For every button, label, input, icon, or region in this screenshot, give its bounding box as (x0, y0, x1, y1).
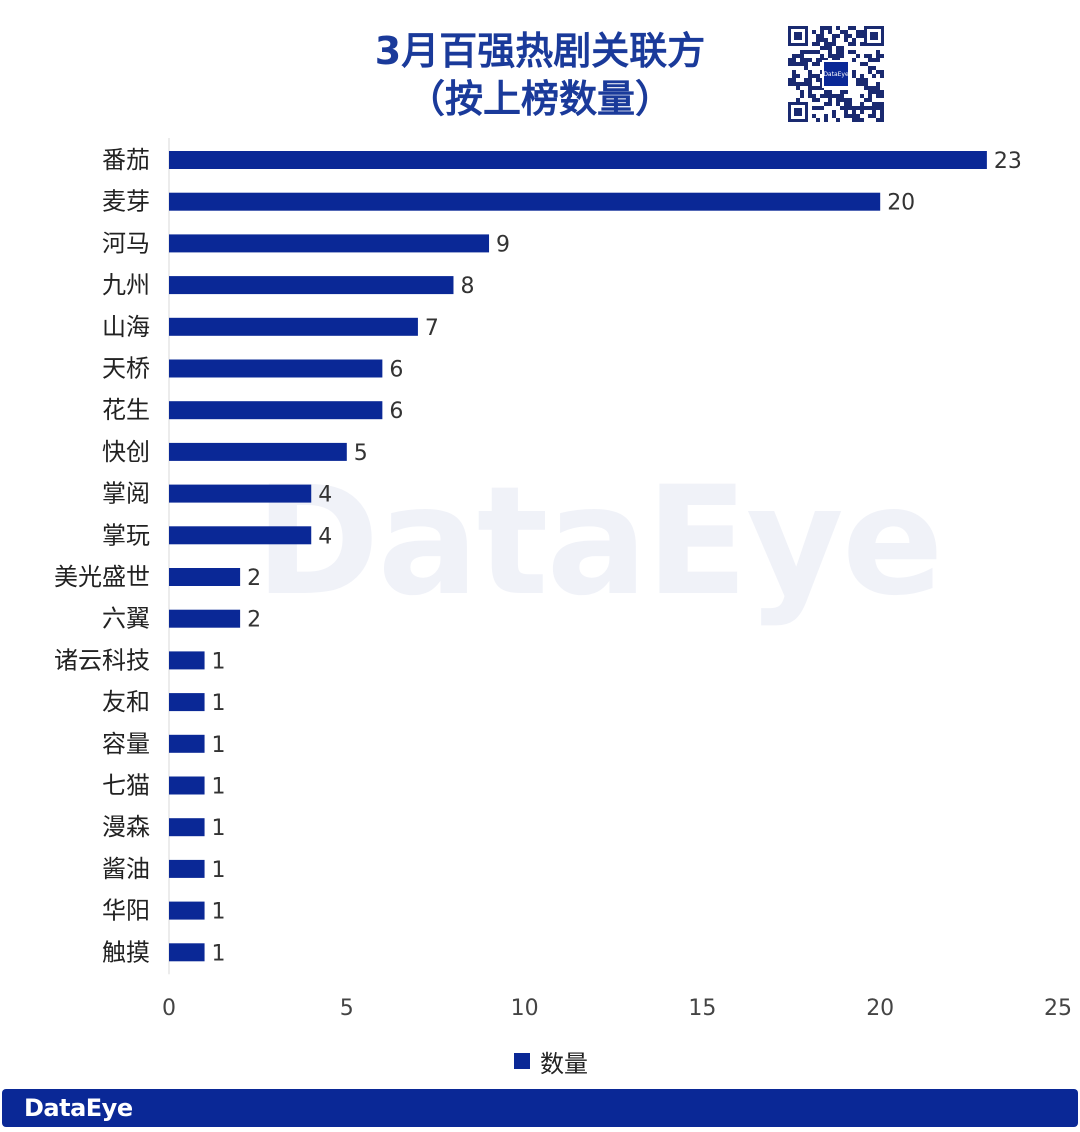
data-label: 5 (354, 441, 368, 466)
category-label: 七猫 (102, 772, 150, 800)
category-label: 友和 (102, 688, 150, 716)
data-label: 2 (247, 608, 261, 633)
qr-code-icon: DataEye (786, 24, 886, 124)
category-label: 华阳 (102, 897, 150, 925)
data-label: 2 (247, 566, 261, 591)
category-label: 触摸 (102, 938, 150, 966)
data-label: 9 (496, 232, 510, 257)
x-tick-label: 10 (511, 996, 539, 1021)
chart-title-line1: 3月百强热剧关联方 (374, 29, 706, 73)
watermark: DataEye (255, 455, 944, 629)
footer-bar: DataEye (2, 1089, 1078, 1127)
data-label: 1 (212, 691, 226, 716)
bar (169, 901, 205, 920)
chart-title-line2: （按上榜数量） (406, 77, 673, 121)
data-label: 4 (318, 483, 332, 508)
data-label: 4 (318, 524, 332, 549)
bar (169, 693, 205, 712)
category-label: 河马 (102, 229, 150, 257)
bar (169, 568, 241, 586)
footer-logo: DataEye (24, 1094, 133, 1122)
bar (169, 734, 205, 753)
category-label: 容量 (102, 730, 150, 758)
category-label: 美光盛世 (54, 563, 150, 591)
bar (169, 151, 987, 169)
category-label: 花生 (102, 396, 150, 424)
bar (169, 818, 205, 837)
x-tick-label: 15 (688, 996, 716, 1021)
legend: 数量 (514, 1046, 588, 1078)
bar (169, 776, 205, 795)
x-tick-label: 20 (866, 996, 894, 1021)
bar (169, 359, 383, 378)
data-label: 7 (425, 316, 439, 341)
bar (169, 192, 881, 211)
legend-label: 数量 (540, 1049, 588, 1078)
bar (169, 943, 205, 962)
data-label: 20 (887, 191, 915, 216)
data-label: 6 (389, 358, 403, 383)
data-label: 1 (212, 858, 226, 883)
bar (169, 484, 312, 503)
category-label: 天桥 (102, 355, 150, 383)
bar (169, 526, 312, 545)
category-label: 漫森 (102, 813, 150, 841)
data-label: 1 (212, 941, 226, 966)
data-label: 6 (389, 399, 403, 424)
bar (169, 234, 490, 253)
data-label: 8 (460, 274, 474, 299)
bar (169, 859, 205, 878)
category-label: 快创 (102, 438, 150, 466)
data-label: 1 (212, 649, 226, 674)
x-tick-label: 5 (340, 996, 354, 1021)
category-label: 掌玩 (102, 521, 150, 549)
data-label: 1 (212, 775, 226, 800)
category-label: 麦芽 (102, 188, 150, 216)
category-label: 六翼 (102, 605, 150, 633)
bar (169, 609, 241, 628)
data-label: 1 (212, 816, 226, 841)
bar (169, 276, 454, 295)
data-label: 23 (994, 149, 1022, 174)
x-tick-label: 0 (162, 996, 176, 1021)
bar (169, 401, 383, 420)
category-label: 山海 (102, 313, 150, 341)
data-label: 1 (212, 900, 226, 925)
category-label: 九州 (102, 271, 150, 299)
qr-logo-text: DataEye (823, 71, 849, 78)
data-label: 1 (212, 733, 226, 758)
bar (169, 651, 205, 670)
category-label: 掌阅 (102, 480, 150, 508)
category-label: 番茄 (102, 146, 150, 174)
category-label: 诸云科技 (54, 646, 150, 674)
category-label: 酱油 (102, 855, 150, 883)
bar (169, 317, 418, 336)
legend-swatch (514, 1053, 530, 1069)
bar (169, 442, 347, 461)
x-tick-label: 25 (1044, 996, 1072, 1021)
